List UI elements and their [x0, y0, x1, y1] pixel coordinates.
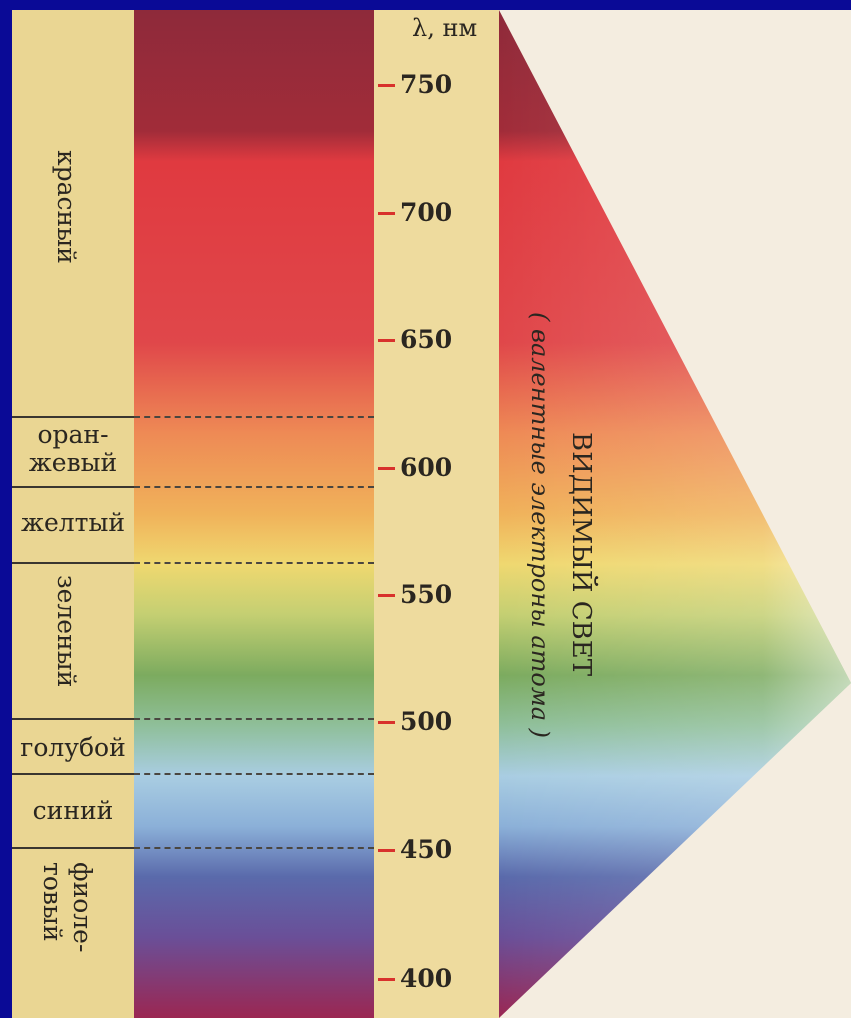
- tick-label-550: 550: [400, 580, 453, 609]
- spectrum-fan-highlight: [499, 10, 851, 1018]
- band-label-red: красный: [52, 150, 81, 264]
- tick-mark: [378, 467, 395, 470]
- band-label-orange-line2: жевый: [28, 448, 118, 477]
- band-label-violet-line2: товый: [38, 862, 67, 942]
- separator-line: [12, 773, 134, 775]
- band-label-violet-line1: фиоле-: [68, 862, 97, 953]
- separator-dashed: [134, 773, 374, 775]
- tick-mark: [378, 849, 395, 852]
- spectrum-strip: [134, 10, 374, 1018]
- separator-dashed: [134, 416, 374, 418]
- tick-label-700: 700: [400, 198, 453, 227]
- separator-dashed: [134, 486, 374, 488]
- band-label-green: зеленый: [52, 575, 81, 688]
- separator-line: [12, 416, 134, 418]
- tick-mark: [378, 594, 395, 597]
- separator-dashed: [134, 718, 374, 720]
- tick-label-450: 450: [400, 835, 453, 864]
- tick-mark: [378, 721, 395, 724]
- label-column: [12, 10, 134, 1018]
- axis-unit-label: λ, нм: [412, 14, 478, 42]
- separator-dashed: [134, 847, 374, 849]
- tick-label-400: 400: [400, 964, 453, 993]
- separator-line: [12, 847, 134, 849]
- valence-electrons-subtitle: ( валентные электроны атома ): [526, 312, 554, 739]
- visible-light-title: ВИДИМЫЙ СВЕТ: [566, 432, 596, 677]
- axis-column: [374, 10, 499, 1018]
- tick-mark: [378, 978, 395, 981]
- tick-mark: [378, 212, 395, 215]
- band-label-blue: синий: [32, 796, 114, 825]
- band-label-orange-line1: оран-: [37, 420, 109, 449]
- tick-label-750: 750: [400, 70, 453, 99]
- tick-label-600: 600: [400, 453, 453, 482]
- tick-mark: [378, 339, 395, 342]
- tick-mark: [378, 84, 395, 87]
- band-label-light-blue: голубой: [20, 733, 126, 762]
- tick-label-650: 650: [400, 325, 453, 354]
- separator-line: [12, 486, 134, 488]
- separator-dashed: [134, 562, 374, 564]
- tick-label-500: 500: [400, 707, 453, 736]
- separator-line: [12, 718, 134, 720]
- band-label-yellow: желтый: [20, 508, 126, 537]
- separator-line: [12, 562, 134, 564]
